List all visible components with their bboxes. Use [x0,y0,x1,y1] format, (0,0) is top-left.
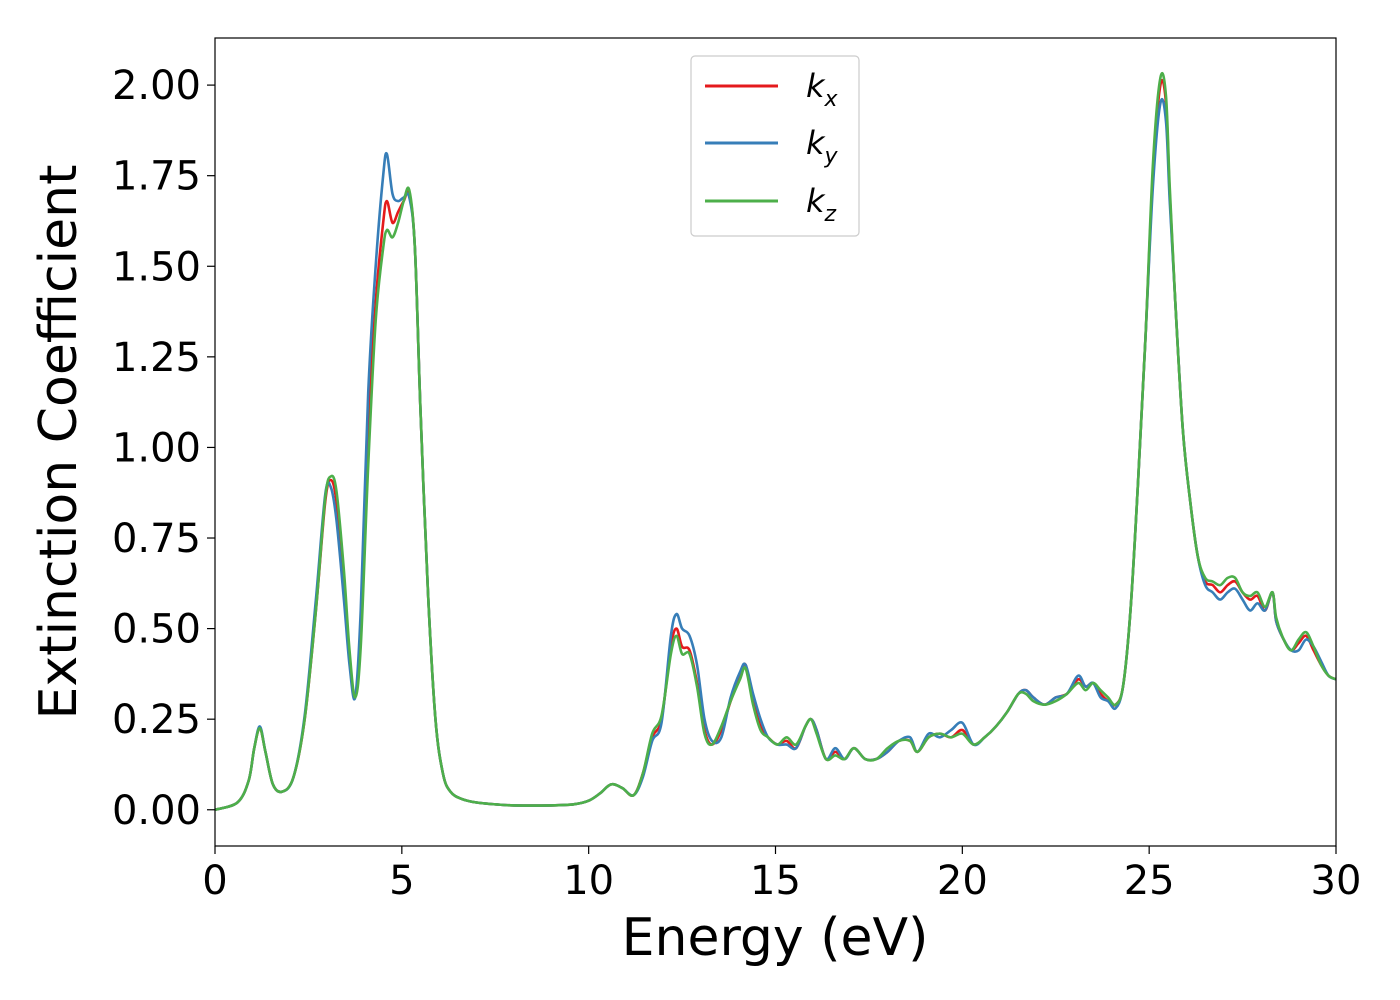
y-tick-label: 0.75 [112,516,201,562]
legend: kx ky kz [690,55,860,237]
legend-label-kz: kz [806,182,837,227]
y-tick-label: 1.25 [112,335,201,381]
x-tick-label: 15 [750,858,801,904]
legend-box [690,55,860,237]
y-tick-label: 0.25 [112,697,201,743]
x-tick-label: 30 [1311,858,1362,904]
x-axis: 0 5 10 15 20 25 30 [202,846,1361,904]
y-tick-label: 0.00 [112,788,201,834]
x-tick-label: 25 [1124,858,1175,904]
x-axis-title: Energy (eV) [622,908,929,968]
x-tick-label: 20 [937,858,988,904]
series-layer [215,71,1336,812]
x-tick-label: 5 [389,858,414,904]
y-axis: 0.00 0.25 0.50 0.75 1.00 1.25 1.50 1.75 2.00 [112,63,215,834]
y-axis-title: Extinction Coefficient [29,165,89,720]
y-tick-label: 1.00 [112,425,201,471]
y-tick-label: 1.50 [112,244,201,290]
x-tick-label: 0 [202,858,227,904]
legend-label-ky: ky [806,124,839,169]
x-tick-label: 10 [563,858,614,904]
y-tick-label: 1.75 [112,154,201,200]
series-line-kz [215,71,1336,812]
y-tick-label: 0.50 [112,607,201,653]
y-tick-label: 2.00 [112,63,201,109]
legend-label-kx: kx [806,67,839,112]
